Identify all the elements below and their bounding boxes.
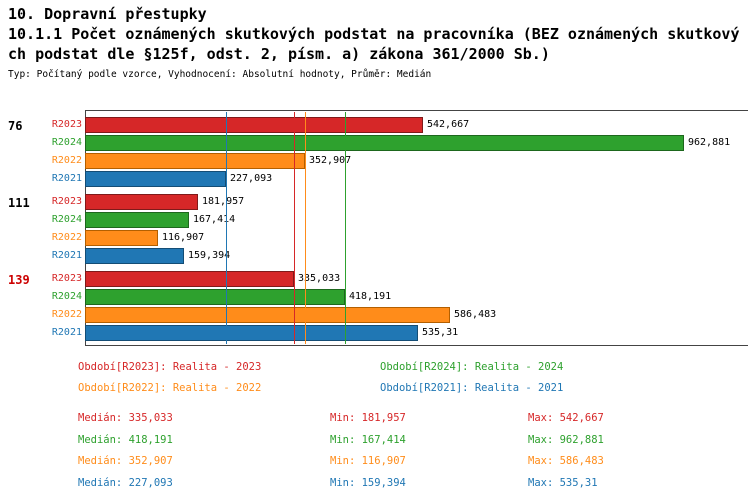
legend-item-r2022: Období[R2022]: Realita - 2022	[78, 382, 262, 394]
bar-series-label-r2023: R2023	[51, 273, 82, 284]
page-subtitle-line-1: 10.1.1 Počet oznámených skutkových podst…	[8, 25, 740, 43]
group-label-76: 76	[8, 119, 23, 133]
bar-value-label: 227,093	[230, 173, 273, 184]
x-axis-line	[85, 345, 748, 346]
median-value: Medián: 227,093	[78, 477, 173, 489]
min-value: Min: 167,414	[330, 434, 406, 446]
group-label-111: 111	[8, 196, 30, 210]
bar-series-label-r2022: R2022	[51, 232, 82, 243]
bar-series-label-r2021: R2021	[51, 327, 82, 338]
legend-item-r2023: Období[R2023]: Realita - 2023	[78, 361, 262, 373]
bar-r2021-group-3	[85, 325, 418, 341]
page-title: 10. Dopravní přestupky	[8, 5, 207, 23]
bar-series-label-r2024: R2024	[51, 291, 82, 302]
max-value: Max: 962,881	[528, 434, 604, 446]
bar-series-label-r2024: R2024	[51, 137, 82, 148]
bar-series-label-r2022: R2022	[51, 155, 82, 166]
median-line-r2021	[226, 112, 227, 344]
bar-series-label-r2021: R2021	[51, 173, 82, 184]
bar-value-label: 962,881	[688, 137, 731, 148]
bar-r2021-group-2	[85, 248, 184, 264]
max-value: Max: 535,31	[528, 477, 598, 489]
median-value: Medián: 352,907	[78, 455, 173, 467]
stats-row-r2021: Medián: 227,093 Min: 159,394 Max: 535,31	[0, 477, 750, 492]
bar-value-label: 167,414	[193, 214, 236, 225]
median-line-r2022	[305, 112, 306, 344]
stats-row-r2024: Medián: 418,191 Min: 167,414 Max: 962,88…	[0, 434, 750, 449]
bar-series-label-r2023: R2023	[51, 119, 82, 130]
bar-r2022-group-1	[85, 153, 305, 169]
bar-r2023-group-1	[85, 117, 423, 133]
bar-r2024-group-3	[85, 289, 345, 305]
bar-r2023-group-2	[85, 194, 198, 210]
min-value: Min: 181,957	[330, 412, 406, 424]
bar-value-label: 181,957	[202, 196, 245, 207]
bar-series-label-r2023: R2023	[51, 196, 82, 207]
group-label-139: 139	[8, 273, 30, 287]
chart-meta-info: Typ: Počítaný podle vzorce, Vyhodnocení:…	[8, 69, 432, 80]
max-value: Max: 542,667	[528, 412, 604, 424]
median-line-r2024	[345, 112, 346, 344]
median-line-r2023	[294, 112, 295, 344]
bar-r2023-group-3	[85, 271, 294, 287]
bar-r2021-group-1	[85, 171, 226, 187]
bar-r2022-group-3	[85, 307, 450, 323]
page-subtitle-line-2: ch podstat dle §125f, odst. 2, písm. a) …	[8, 45, 550, 63]
bar-series-label-r2021: R2021	[51, 250, 82, 261]
bar-value-label: 586,483	[454, 309, 497, 320]
bar-value-label: 535,31	[422, 327, 459, 338]
legend-item-r2024: Období[R2024]: Realita - 2024	[380, 361, 564, 373]
stats-row-r2022: Medián: 352,907 Min: 116,907 Max: 586,48…	[0, 455, 750, 470]
bar-r2024-group-2	[85, 212, 189, 228]
bar-series-label-r2022: R2022	[51, 309, 82, 320]
median-value: Medián: 418,191	[78, 434, 173, 446]
max-value: Max: 586,483	[528, 455, 604, 467]
median-value: Medián: 335,033	[78, 412, 173, 424]
bar-series-label-r2024: R2024	[51, 214, 82, 225]
bar-r2024-group-1	[85, 135, 684, 151]
bar-value-label: 418,191	[349, 291, 392, 302]
min-value: Min: 159,394	[330, 477, 406, 489]
bar-value-label: 116,907	[162, 232, 205, 243]
bar-value-label: 159,394	[188, 250, 231, 261]
legend-item-r2021: Období[R2021]: Realita - 2021	[380, 382, 564, 394]
stats-row-r2023: Medián: 335,033 Min: 181,957 Max: 542,66…	[0, 412, 750, 427]
min-value: Min: 116,907	[330, 455, 406, 467]
bar-value-label: 335,033	[298, 273, 341, 284]
plot-top-border	[85, 110, 748, 111]
bar-value-label: 542,667	[427, 119, 470, 130]
bar-r2022-group-2	[85, 230, 158, 246]
bar-value-label: 352,907	[309, 155, 352, 166]
